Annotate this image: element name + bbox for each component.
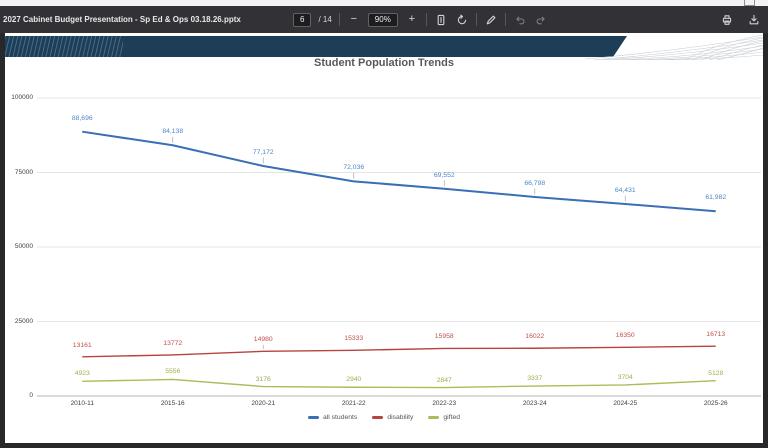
data-label: 69,552: [433, 171, 455, 179]
document-page: Student Population Trends 0 25000 50000 750…: [5, 33, 763, 443]
page-number-input[interactable]: 6: [293, 12, 312, 27]
data-label: 13161: [72, 341, 92, 349]
x-tick-label: 2010-11: [70, 400, 94, 407]
redo-icon[interactable]: [534, 12, 548, 28]
legend-label: all students: [322, 414, 358, 421]
page-count-label: / 14: [318, 15, 332, 24]
data-label: 5556: [165, 368, 181, 376]
y-tick-label: 100000: [11, 94, 33, 101]
diagonal-stripes-decoration: [5, 36, 123, 57]
toolbar-separator: [475, 13, 477, 26]
data-label: 2847: [436, 376, 452, 384]
data-label: 16350: [615, 332, 635, 340]
legend-item-all-students: all students: [307, 414, 358, 421]
data-label: 4923: [74, 370, 90, 378]
legend-swatch: [307, 416, 319, 419]
fit-page-icon[interactable]: [434, 12, 448, 28]
data-label: 14980: [253, 336, 273, 344]
zoom-level-input[interactable]: 90%: [367, 12, 398, 27]
data-label: 16713: [706, 331, 726, 339]
data-label: 2940: [346, 376, 362, 384]
zoom-in-button[interactable]: +: [408, 13, 416, 25]
data-label: 3704: [617, 373, 633, 381]
data-label: 88,696: [71, 114, 93, 122]
zoom-out-button[interactable]: −: [350, 13, 358, 25]
legend-swatch: [428, 416, 440, 419]
legend-label: gifted: [443, 414, 461, 421]
chart-title: Student Population Trends: [314, 57, 454, 69]
legend-item-gifted: gifted: [428, 414, 460, 421]
document-title: 2027 Cabinet Budget Presentation - Sp Ed…: [3, 15, 241, 24]
data-label: 3176: [255, 375, 271, 383]
data-label: 13772: [163, 339, 183, 347]
data-label: 61,982: [705, 194, 727, 202]
x-tick-label: 2025-26: [703, 400, 728, 407]
wave-lines-decoration: [585, 34, 763, 60]
data-label: 72,036: [343, 164, 365, 172]
x-tick-label: 2020-21: [251, 400, 276, 407]
maximize-icon[interactable]: [744, 0, 755, 6]
pdf-toolbar: 2027 Cabinet Budget Presentation - Sp Ed…: [0, 6, 768, 33]
series-line-disability: [82, 345, 716, 358]
x-tick-label: 2022-23: [432, 400, 457, 407]
data-label: 3337: [527, 375, 543, 383]
data-label: 15333: [344, 335, 364, 343]
x-tick-label: 2021-22: [341, 400, 366, 407]
y-tick-label: 50000: [14, 243, 33, 250]
toolbar-controls: 6 / 14 − 90% +: [293, 6, 548, 33]
legend-swatch: [372, 416, 384, 419]
x-tick-label: 2015-16: [160, 400, 185, 407]
download-icon[interactable]: [747, 12, 761, 28]
chart-legend: all students disability gifted: [5, 414, 763, 421]
data-label: 77,172: [252, 149, 274, 157]
data-label: 15958: [434, 333, 454, 341]
line-chart: [37, 97, 761, 397]
data-label: 16022: [525, 333, 545, 341]
x-tick-label: 2024-25: [613, 400, 638, 407]
data-label: 64,431: [614, 186, 636, 194]
series-line-all-students: [82, 130, 716, 213]
y-tick-label: 75000: [14, 168, 33, 176]
legend-item-disability: disability: [372, 414, 413, 421]
data-label: 84,138: [162, 128, 184, 136]
toolbar-separator: [504, 13, 506, 26]
y-tick-label: 25000: [14, 317, 33, 325]
toolbar-right-icons: [720, 6, 761, 33]
data-label: 5128: [708, 369, 724, 377]
slide-header-band: [5, 36, 627, 57]
y-tick-label: 0: [29, 392, 33, 399]
legend-label: disability: [387, 414, 414, 421]
browser-top-strip: [0, 0, 768, 6]
undo-icon[interactable]: [513, 12, 527, 28]
toolbar-separator: [338, 13, 340, 26]
print-icon[interactable]: [720, 12, 734, 28]
data-label: 66,798: [524, 179, 546, 187]
x-tick-label: 2023-24: [522, 400, 547, 407]
toolbar-separator: [425, 13, 427, 26]
rotate-icon[interactable]: [455, 12, 469, 28]
series-line-gifted: [82, 378, 716, 389]
draw-icon[interactable]: [484, 12, 498, 28]
